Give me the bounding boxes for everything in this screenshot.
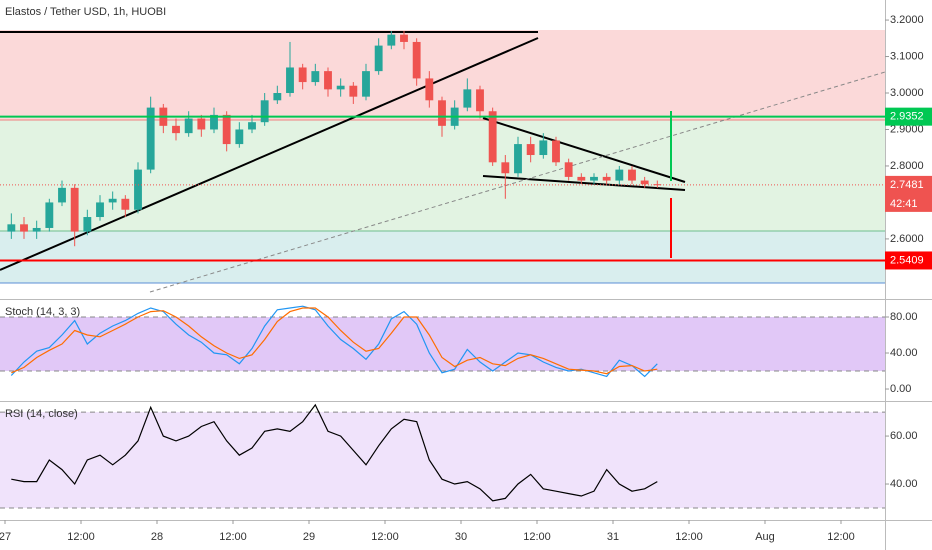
y-tick-label: 40.00 bbox=[890, 347, 918, 359]
x-tick-label: Aug bbox=[755, 531, 775, 543]
candle-body bbox=[349, 85, 358, 97]
candle-body bbox=[501, 162, 510, 174]
candle-body bbox=[58, 187, 66, 203]
candle-body bbox=[463, 89, 472, 108]
price-label: 2.9352 bbox=[890, 111, 924, 123]
candle-body bbox=[628, 169, 636, 181]
candle-body bbox=[615, 169, 624, 181]
candle-body bbox=[564, 162, 573, 177]
x-tick-label: 12:00 bbox=[67, 531, 95, 543]
x-tick-label: 27 bbox=[0, 531, 11, 543]
y-tick-label: 60.00 bbox=[890, 430, 918, 442]
y-tick-label: 40.00 bbox=[890, 478, 918, 490]
price-label-box bbox=[885, 107, 932, 126]
candle-body bbox=[324, 71, 332, 90]
price-label-box bbox=[885, 175, 932, 212]
candle-body bbox=[121, 198, 130, 210]
x-tick-label: 12:00 bbox=[675, 531, 703, 543]
indicator-line bbox=[11, 403, 658, 502]
candle-body bbox=[311, 71, 320, 83]
band bbox=[0, 412, 885, 509]
indicator-line bbox=[10, 305, 658, 378]
y-tick-label: 2.6000 bbox=[890, 233, 924, 245]
zones bbox=[0, 30, 885, 284]
candle-body bbox=[134, 169, 142, 210]
candle-body bbox=[425, 78, 434, 101]
trend-line-dashed bbox=[149, 71, 886, 293]
candle-body bbox=[602, 176, 611, 181]
candle-body bbox=[552, 140, 560, 163]
candle-body bbox=[590, 176, 598, 181]
candle-body bbox=[488, 111, 497, 163]
candle-body bbox=[222, 114, 231, 145]
candle-body bbox=[438, 100, 446, 126]
candle-body bbox=[235, 129, 244, 145]
y-tick-label: 3.1000 bbox=[890, 50, 924, 62]
y-tick-label: 2.8000 bbox=[890, 160, 924, 172]
candle-body bbox=[172, 125, 180, 134]
candle-body bbox=[108, 198, 117, 203]
x-tick-label: 31 bbox=[607, 531, 619, 543]
candle-body bbox=[96, 202, 104, 218]
candle-body bbox=[412, 41, 421, 79]
countdown: 42:41 bbox=[890, 198, 918, 210]
candle-body bbox=[184, 118, 193, 134]
candle-body bbox=[374, 45, 383, 72]
x-tick-label: 12:00 bbox=[827, 531, 855, 543]
candle-body bbox=[210, 114, 218, 130]
x-tick-label: 29 bbox=[303, 531, 315, 543]
y-tick-label: 80.00 bbox=[890, 311, 918, 323]
candle-body bbox=[400, 34, 408, 42]
candle-body bbox=[577, 176, 586, 181]
candle-body bbox=[273, 93, 282, 101]
band bbox=[0, 317, 885, 372]
candle-body bbox=[83, 217, 92, 232]
pane-title: Elastos / Tether USD, 1h, HUOBI bbox=[5, 6, 166, 18]
y-tick-label: 0.00 bbox=[890, 383, 911, 395]
candle-body bbox=[362, 71, 370, 97]
candle-body bbox=[476, 89, 484, 112]
candle-body bbox=[336, 85, 345, 90]
candle-body bbox=[248, 122, 256, 130]
candle-body bbox=[286, 67, 294, 94]
candle-body bbox=[20, 224, 28, 232]
indicator-line bbox=[11, 307, 658, 375]
candle-body bbox=[70, 187, 79, 232]
x-tick-label: 12:00 bbox=[523, 531, 551, 543]
y-tick-label: 3.0000 bbox=[890, 87, 924, 99]
price-label: 2.5409 bbox=[890, 254, 924, 266]
candle-body bbox=[526, 144, 535, 156]
candle-body bbox=[32, 227, 41, 232]
pane-title: RSI (14, close) bbox=[5, 408, 78, 420]
candle-body bbox=[197, 118, 206, 130]
candle-body bbox=[539, 140, 548, 156]
candle-body bbox=[640, 180, 649, 185]
candle-body bbox=[387, 34, 396, 46]
x-tick-label: 12:00 bbox=[371, 531, 399, 543]
zone-green bbox=[0, 120, 885, 231]
x-tick-label: 30 bbox=[455, 531, 467, 543]
candle-body bbox=[45, 202, 54, 228]
zone-teal bbox=[0, 231, 885, 283]
x-tick-label: 28 bbox=[151, 531, 163, 543]
price-label: 2.7481 bbox=[890, 179, 924, 191]
candle-body bbox=[514, 144, 522, 174]
trend-line bbox=[482, 175, 686, 191]
pane-title: Stoch (14, 3, 3) bbox=[5, 306, 80, 318]
y-tick-label: 3.2000 bbox=[890, 14, 924, 26]
candle-body bbox=[298, 67, 307, 83]
y-tick-label: 2.9000 bbox=[890, 123, 924, 135]
x-tick-label: 12:00 bbox=[219, 531, 247, 543]
price-label-box bbox=[885, 251, 932, 270]
trend-line bbox=[482, 117, 686, 183]
candle-body bbox=[7, 224, 16, 232]
candle-body bbox=[146, 107, 155, 170]
candle-body bbox=[260, 100, 269, 123]
